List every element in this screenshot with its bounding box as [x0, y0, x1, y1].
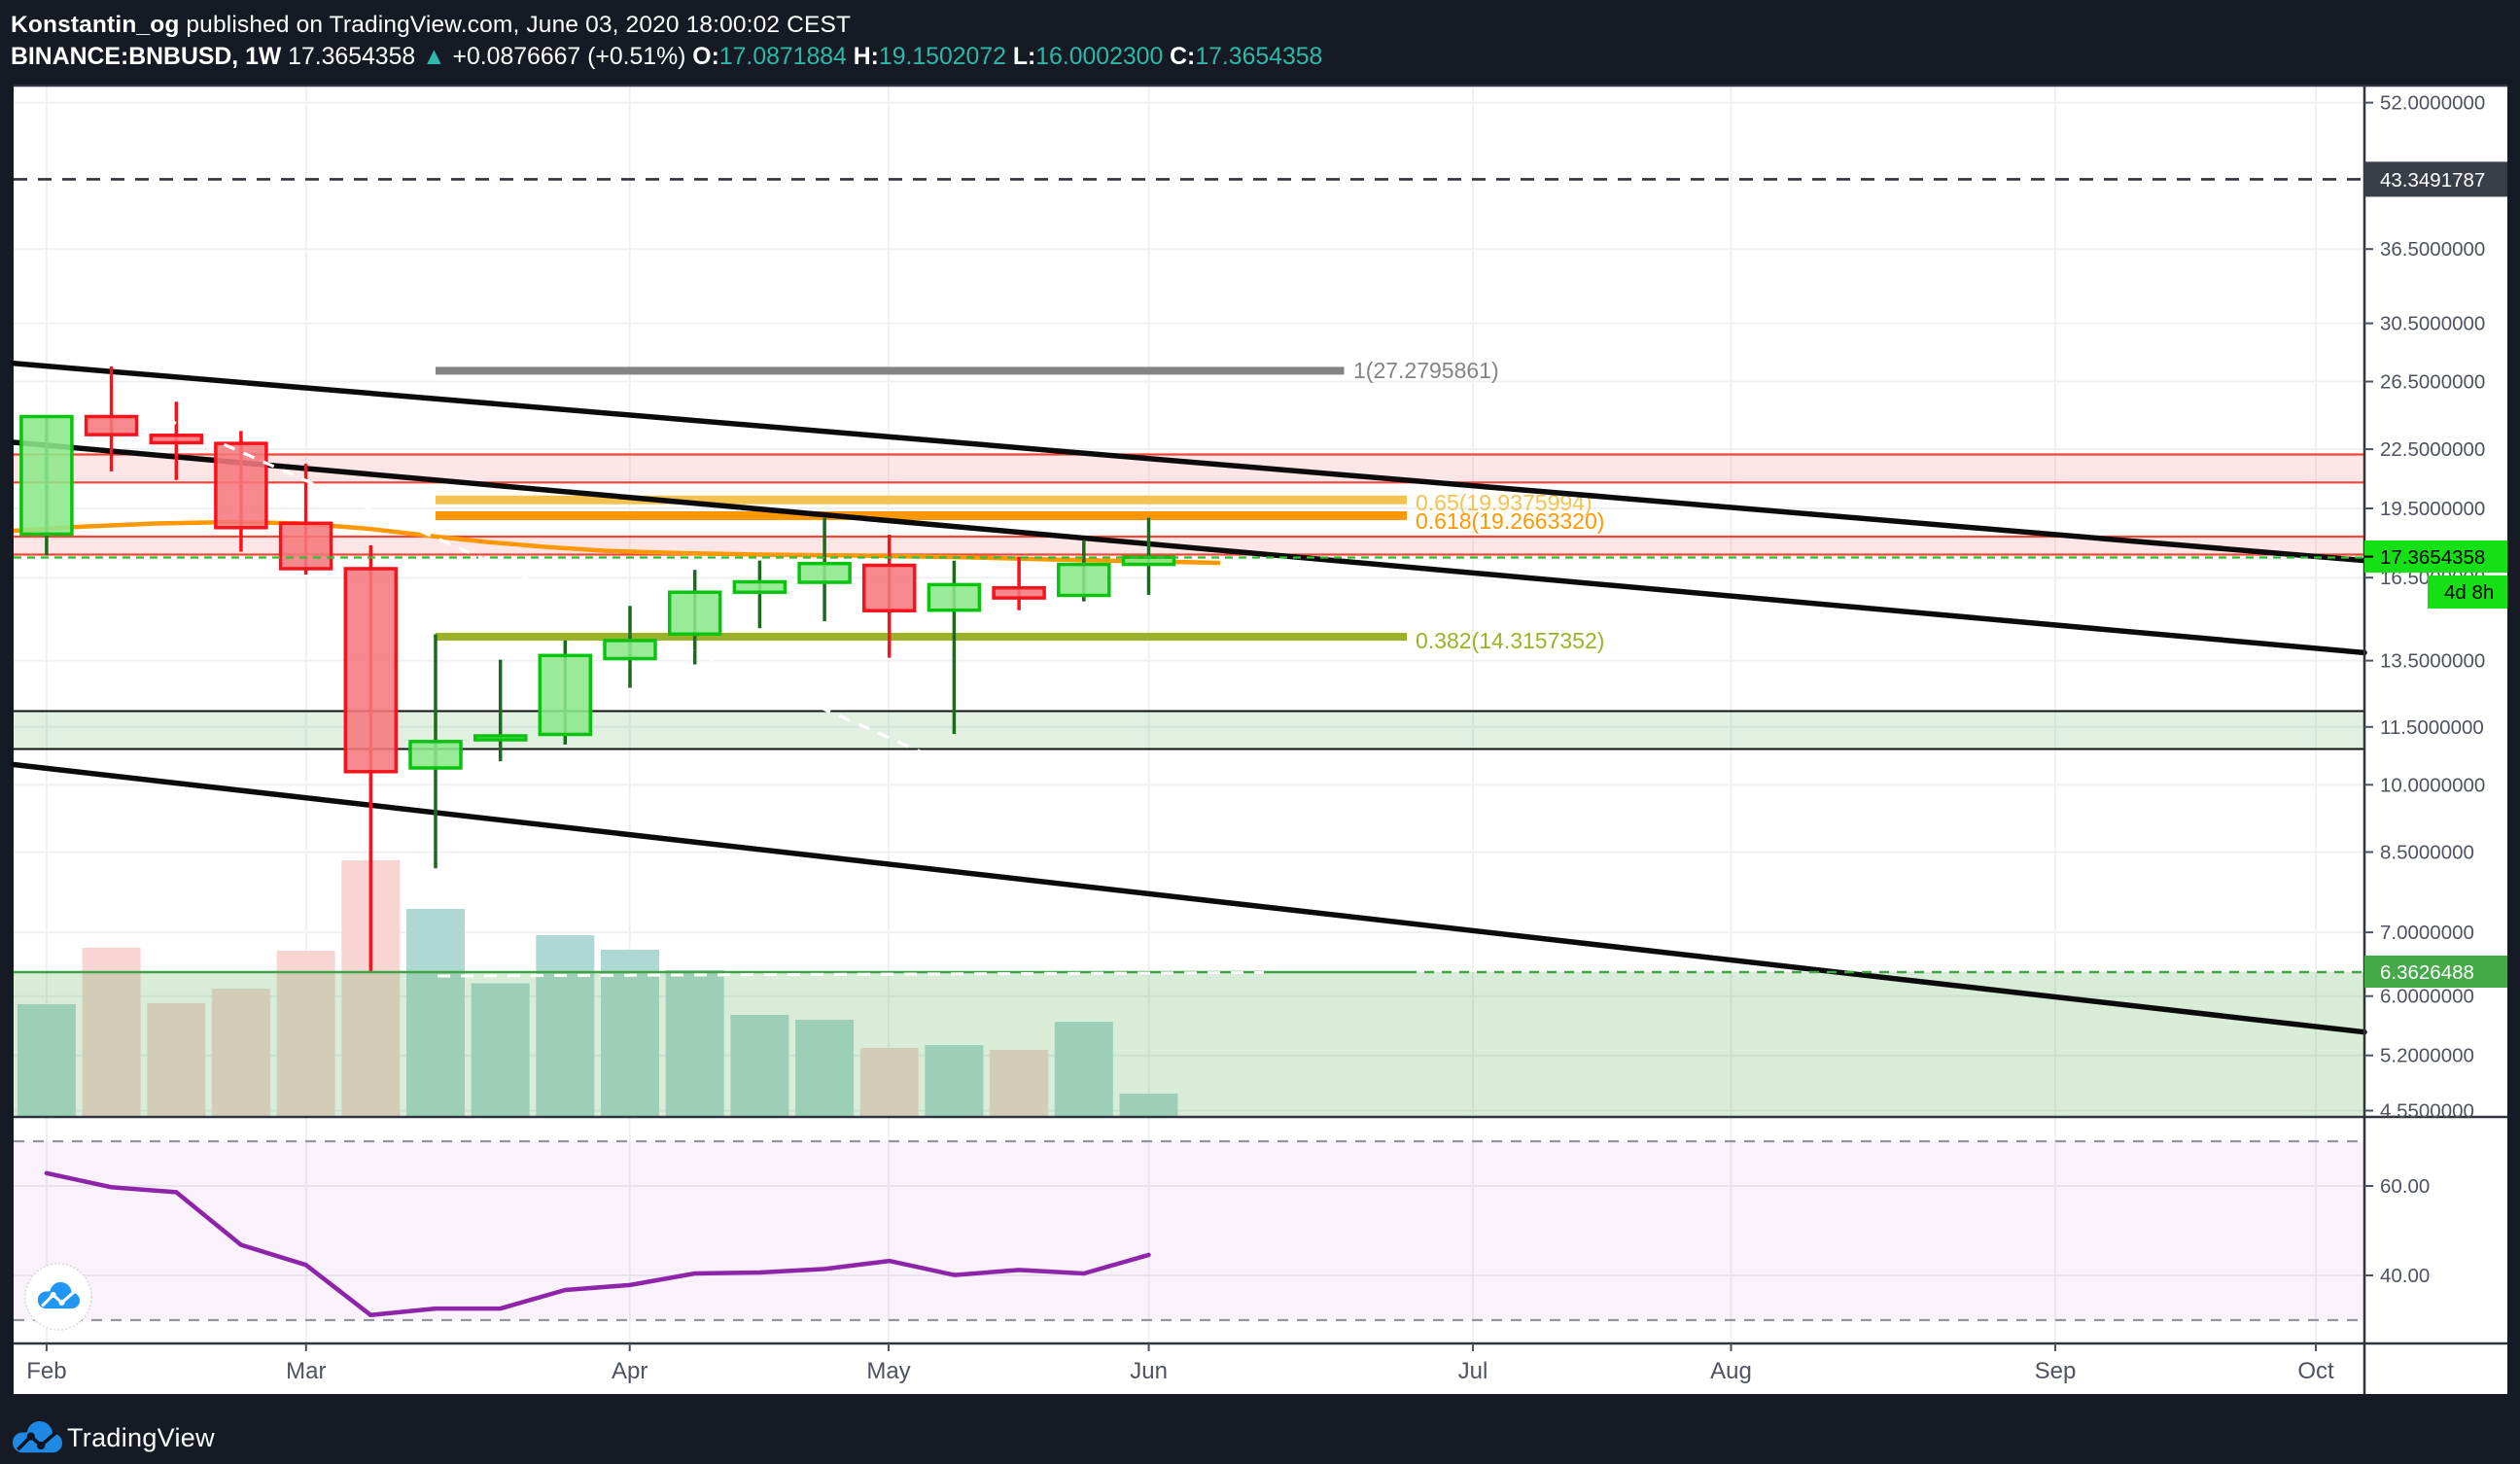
- svg-text:8.5000000: 8.5000000: [2380, 842, 2474, 864]
- svg-text:60.00: 60.00: [2380, 1175, 2430, 1198]
- svg-text:Konstantin_og published on Tra: Konstantin_og published on TradingView.c…: [11, 12, 851, 38]
- svg-text:19.5000000: 19.5000000: [2380, 498, 2485, 520]
- svg-text:10.0000000: 10.0000000: [2380, 774, 2485, 796]
- svg-text:Jun: Jun: [1130, 1358, 1168, 1384]
- svg-text:BINANCE:BNBUSD, 1W 17.3654358: BINANCE:BNBUSD, 1W 17.3654358 ▲ +0.08766…: [11, 44, 1322, 70]
- svg-text:1(27.2795861): 1(27.2795861): [1353, 358, 1499, 383]
- svg-text:52.0000000: 52.0000000: [2380, 92, 2485, 115]
- svg-text:22.5000000: 22.5000000: [2380, 438, 2485, 461]
- svg-text:26.5000000: 26.5000000: [2380, 371, 2485, 394]
- svg-text:0.382(14.3157352): 0.382(14.3157352): [1416, 628, 1604, 653]
- svg-text:0.618(19.2663320): 0.618(19.2663320): [1416, 508, 1604, 534]
- svg-text:5.2000000: 5.2000000: [2380, 1045, 2474, 1067]
- svg-text:17.3654358: 17.3654358: [2380, 546, 2485, 569]
- svg-text:7.0000000: 7.0000000: [2380, 922, 2474, 944]
- svg-text:May: May: [866, 1358, 910, 1384]
- svg-text:Feb: Feb: [26, 1358, 66, 1384]
- svg-text:6.0000000: 6.0000000: [2380, 986, 2474, 1008]
- svg-text:TradingView: TradingView: [67, 1423, 215, 1452]
- svg-text:13.5000000: 13.5000000: [2380, 650, 2485, 673]
- svg-text:11.5000000: 11.5000000: [2380, 716, 2484, 739]
- svg-text:Oct: Oct: [2297, 1358, 2334, 1384]
- svg-text:30.5000000: 30.5000000: [2380, 313, 2485, 335]
- svg-text:43.3491787: 43.3491787: [2380, 169, 2485, 192]
- svg-text:Mar: Mar: [286, 1358, 326, 1384]
- svg-text:Jul: Jul: [1458, 1358, 1488, 1384]
- svg-text:6.3626488: 6.3626488: [2380, 961, 2474, 984]
- svg-text:4.5500000: 4.5500000: [2380, 1100, 2474, 1123]
- svg-text:Aug: Aug: [1710, 1358, 1752, 1384]
- svg-text:40.00: 40.00: [2380, 1265, 2430, 1287]
- svg-text:4d 8h: 4d 8h: [2444, 581, 2494, 604]
- svg-text:Sep: Sep: [2035, 1358, 2077, 1384]
- svg-text:36.5000000: 36.5000000: [2380, 238, 2485, 261]
- svg-text:Apr: Apr: [612, 1358, 648, 1384]
